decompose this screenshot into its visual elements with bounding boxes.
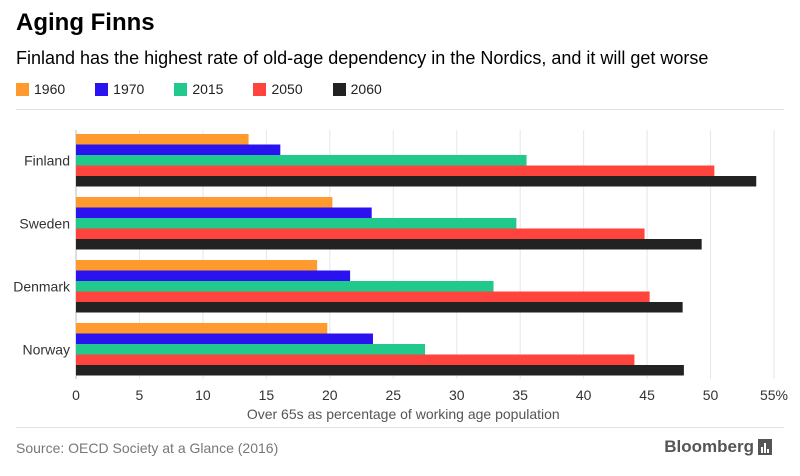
category-label-finland: Finland	[24, 152, 70, 168]
legend-label: 2015	[192, 81, 224, 97]
bar-sweden-2060	[76, 239, 702, 250]
bar-finland-2050	[76, 165, 715, 176]
chart-subtitle: Finland has the highest rate of old-age …	[16, 48, 709, 68]
x-tick-label: 30	[449, 387, 465, 403]
bar-sweden-2050	[76, 228, 645, 239]
bar-sweden-2015	[76, 218, 517, 229]
bar-finland-1970	[76, 144, 281, 155]
legend-item-1960: 1960	[16, 81, 65, 97]
bar-sweden-1970	[76, 207, 372, 218]
bar-chart: Finland Sweden Denmark Norway 0 5 10 15 20 25 30 35…	[13, 130, 788, 422]
x-tick-label: 55%	[760, 387, 788, 403]
legend-label: 1970	[113, 81, 145, 97]
bar-denmark-2060	[76, 302, 683, 313]
legend-item-2060: 2060	[332, 81, 382, 97]
x-tick-label: 20	[322, 387, 338, 403]
x-tick-label: 10	[195, 387, 211, 403]
brand-logo: Bloomberg	[664, 437, 772, 457]
bar-norway-1970	[76, 333, 373, 344]
bar-denmark-2015	[76, 281, 494, 292]
legend-swatch	[253, 82, 267, 96]
legend-item-1970: 1970	[95, 81, 144, 97]
legend-label: 2050	[271, 81, 303, 97]
x-tick-label: 35	[512, 387, 528, 403]
legend-swatch	[332, 82, 346, 96]
bar-norway-2050	[76, 354, 635, 365]
bar-denmark-2050	[76, 291, 650, 302]
category-label-denmark: Denmark	[13, 278, 71, 294]
bar-finland-1960	[76, 134, 249, 145]
category-label-norway: Norway	[23, 341, 70, 357]
x-tick-label: 5	[136, 387, 144, 403]
x-tick-label: 0	[72, 387, 80, 403]
legend: 1960 1970 2015 2050 2060	[16, 81, 412, 97]
bar-norway-1960	[76, 323, 328, 334]
bar-finland-2015	[76, 155, 527, 166]
bar-denmark-1960	[76, 260, 318, 271]
bar-denmark-1970	[76, 270, 351, 281]
top-divider	[16, 109, 784, 110]
legend-item-2050: 2050	[253, 81, 303, 97]
legend-swatch	[174, 82, 188, 96]
brand-name: Bloomberg	[664, 437, 754, 456]
category-label-sweden: Sweden	[19, 215, 70, 231]
bar-sweden-1960	[76, 197, 333, 208]
legend-swatch	[16, 82, 29, 96]
legend-label: 1960	[34, 81, 66, 97]
legend-swatch	[95, 82, 109, 96]
chart-title: Aging Finns	[16, 9, 155, 36]
legend-label: 2060	[350, 81, 382, 97]
bar-norway-2060	[76, 365, 684, 376]
x-tick-label: 50	[703, 387, 719, 403]
x-tick-label: 45	[639, 387, 655, 403]
x-tick-label: 40	[576, 387, 592, 403]
x-tick-label: 25	[385, 387, 401, 403]
bottom-divider	[16, 427, 784, 428]
legend-item-2015: 2015	[174, 81, 223, 97]
x-tick-label: 15	[259, 387, 275, 403]
x-axis-label: Over 65s as percentage of working age po…	[247, 406, 560, 422]
source-note: Source: OECD Society at a Glance (2016)	[16, 440, 279, 456]
bar-norway-2015	[76, 344, 425, 355]
bar-chart-icon	[758, 439, 772, 455]
bar-finland-2060	[76, 176, 757, 187]
